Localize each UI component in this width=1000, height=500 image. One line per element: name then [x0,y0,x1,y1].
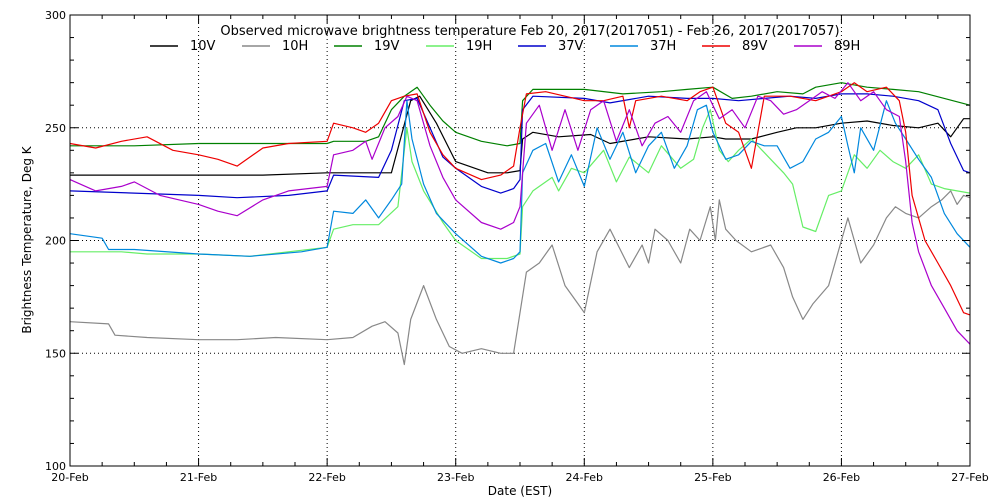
legend: 10V 10H 19V 19H 37V 37H 89V 89H [150,39,860,54]
series-line-37h [69,100,971,264]
legend-label-10h: 10H [282,39,308,54]
y-tick-label: 250 [45,122,66,135]
series-line-10v [70,95,970,176]
x-tick-label: 20-Feb [51,471,88,484]
x-tick-label: 23-Feb [437,471,474,484]
x-tick-label: 24-Feb [566,471,603,484]
x-tick-label: 22-Feb [308,471,345,484]
legend-label-19h: 19H [466,39,492,54]
y-tick-label: 100 [45,460,66,473]
series-line-19v [70,82,971,147]
legend-label-89h: 89H [834,39,860,54]
y-tick-label: 300 [45,9,66,22]
legend-label-19v: 19V [374,39,400,54]
y-tick-label: 200 [45,235,66,248]
x-axis-title: Date (EST) [488,484,552,498]
y-axis-title: Brightness Temperature, Deg K [20,145,34,333]
x-tick-labels: 20-Feb 21-Feb 22-Feb 23-Feb 24-Feb 25-Feb 26-F… [51,471,988,484]
series-line-89h [69,82,971,345]
legend-label-89v: 89V [742,39,768,54]
legend-label-37h: 37H [650,39,676,54]
x-tick-label: 27-Feb [951,471,988,484]
series-line-89v [69,82,971,316]
x-tick-label: 26-Feb [823,471,860,484]
series-line-19h [70,109,971,260]
chart-title: Observed microwave brightness temperatur… [220,24,839,39]
legend-label-37v: 37V [558,39,584,54]
axis-ticks [69,14,971,467]
y-tick-labels: 100 150 200 250 300 [45,9,66,473]
x-tick-label: 21-Feb [180,471,217,484]
series-lines [69,82,971,366]
series-line-37v [69,93,971,199]
x-tick-label: 25-Feb [694,471,731,484]
series-line-10h [69,190,971,366]
y-tick-label: 150 [45,347,66,360]
legend-label-10v: 10V [190,39,216,54]
